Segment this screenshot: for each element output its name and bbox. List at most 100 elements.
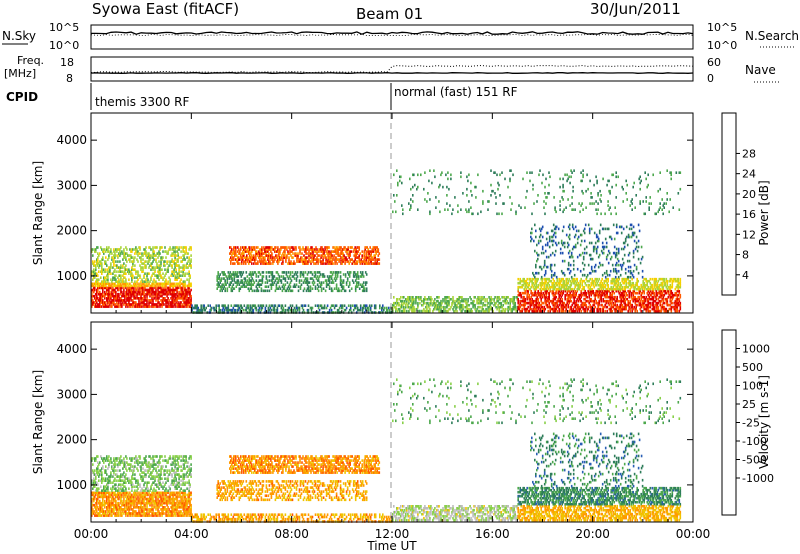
power-cell [102,256,104,259]
power-cell [148,292,150,296]
power-cell [248,281,251,284]
power-cell [581,281,583,285]
power-cell [334,250,336,253]
power-cell [316,304,319,307]
power-cell [368,256,370,259]
power-cell [102,284,104,288]
power-cell [135,250,137,253]
power-cell [398,301,400,305]
power-cell [452,296,454,299]
power-cell [247,250,249,253]
power-cell [374,258,376,261]
power-cell [123,292,125,296]
power-cell [360,285,363,288]
power-cell [107,301,109,304]
power-cell [297,252,299,255]
power-cell [529,303,531,307]
power-cell [268,275,271,278]
power-cell [411,307,413,311]
power-cell [604,295,606,299]
power-cell [656,291,659,295]
power-cell [255,252,257,255]
power-cell [165,278,167,281]
power-cell [93,262,95,265]
power-cell [519,277,521,281]
power-cell [355,260,357,263]
power-cell [336,252,338,255]
power-cell [480,299,482,303]
power-cell [615,305,617,309]
power-cell [182,272,184,275]
power-cell [285,256,287,259]
power-cell [236,273,239,276]
power-cell [107,292,109,296]
power-cell [449,298,451,301]
power-cell [506,299,508,303]
power-cell [130,256,132,259]
power-cell [589,303,591,307]
power-cell [547,281,549,285]
power-cell [455,307,457,311]
power-cell [281,271,284,274]
power-cell [335,271,338,274]
power-cell [305,256,307,259]
power-cell [557,297,559,301]
power-cell [226,279,229,282]
power-cell [566,287,568,291]
power-cell [329,271,332,274]
power-cell [252,256,254,259]
power-cell [148,266,150,269]
power-cell [532,281,534,285]
power-cell [169,248,171,251]
power-cell [615,309,617,313]
power-cell [642,299,644,303]
power-cell [304,250,306,253]
power-cell [558,293,560,297]
power-cell [313,281,316,284]
power-cell [323,250,325,253]
power-cell [99,299,101,302]
power-cell [487,305,489,309]
power-cell [517,307,519,311]
power-cell [649,289,652,293]
power-cell [125,305,127,308]
power-cell [619,283,621,287]
power-cell [252,308,255,312]
power-cell [254,258,256,261]
power-cell [584,297,586,301]
power-cell [599,285,601,289]
power-cell [325,281,328,284]
power-cell [373,262,375,265]
power-cell [496,307,498,311]
power-cell [354,254,356,257]
power-cell [544,277,546,281]
power-cell [287,271,290,274]
power-cell [236,260,238,263]
power-cell [570,299,572,303]
power-cell [415,299,417,303]
power-cell [334,258,336,261]
power-cell [588,283,590,287]
power-cell [116,250,118,253]
power-cell [573,291,575,295]
power-cell [150,264,152,267]
power-cell [439,301,441,305]
power-cell [639,301,641,305]
power-cell [491,301,493,305]
power-cell [153,266,155,269]
power-cell [371,256,373,259]
power-cell [466,307,468,311]
power-cell [562,279,564,283]
power-cell [489,299,491,303]
power-cell [136,297,138,300]
power-cell [163,262,165,265]
power-cell [340,250,342,253]
power-cell [255,279,258,282]
power-cell [552,291,554,295]
power-cell [356,306,359,310]
power-cell [138,299,140,302]
power-cell [544,291,546,295]
power-cell [590,283,592,287]
power-cell [171,299,173,302]
power-cell [146,274,148,277]
